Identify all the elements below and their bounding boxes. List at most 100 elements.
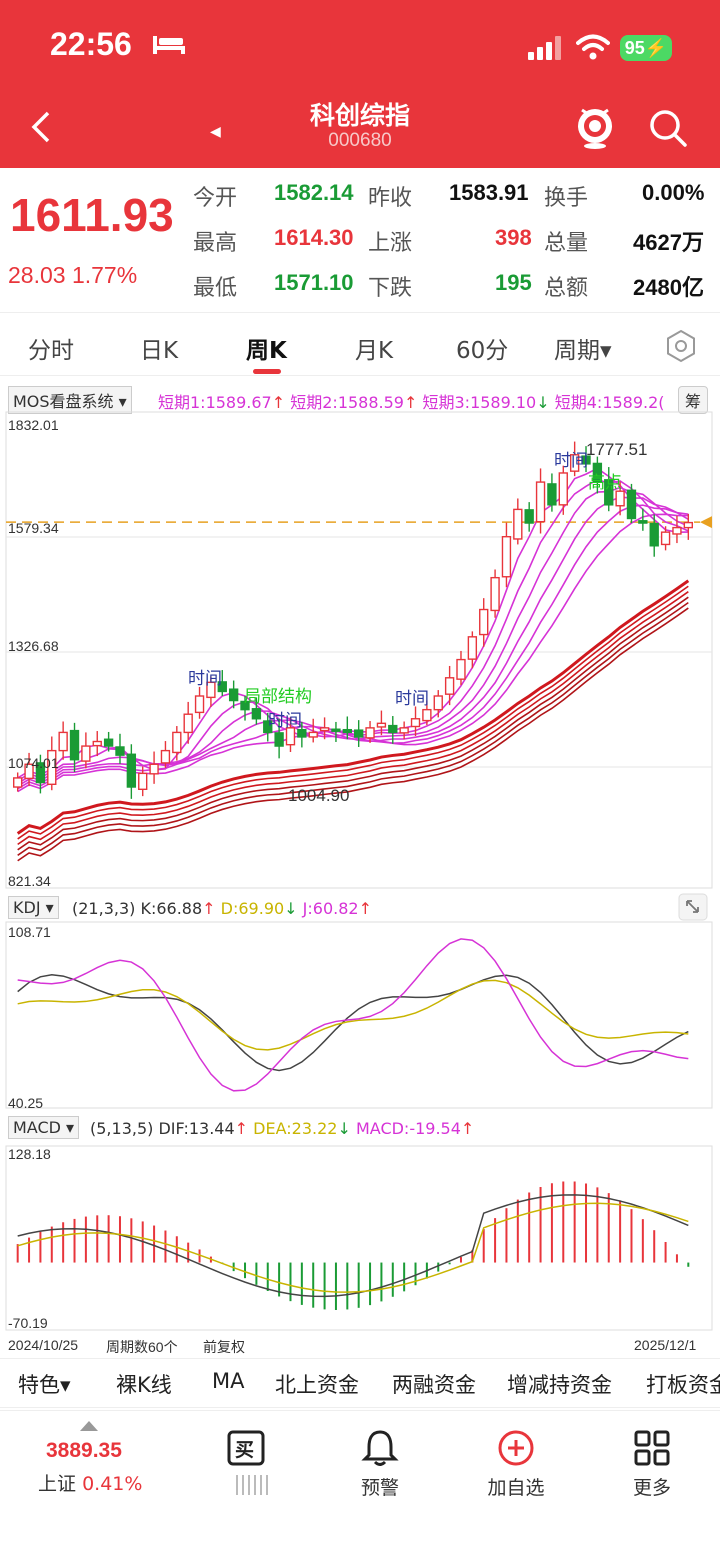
search-icon[interactable] xyxy=(648,108,688,148)
feature-ma[interactable]: MA xyxy=(212,1369,245,1393)
back-arrow-icon[interactable] xyxy=(28,110,54,144)
y-axis-bottom: 821.34 xyxy=(8,873,51,889)
candle-body xyxy=(376,722,387,728)
quote-declines: 下跌 xyxy=(368,276,413,301)
y-axis-mid2: 1326.68 xyxy=(8,638,59,654)
time-label-3: 时间 xyxy=(395,689,429,708)
quote-turnover-value: 0.00% xyxy=(642,180,705,205)
active-tab-indicator xyxy=(253,369,281,374)
quote-open: 今开 xyxy=(193,186,238,211)
low-value-label: 1004.90 xyxy=(288,786,350,805)
shanghai-index-change[interactable]: 上证 0.41% xyxy=(38,1473,143,1495)
candle-body xyxy=(160,749,171,764)
quote-declines-value: 195 xyxy=(495,270,532,295)
macd-legend: (5,13,5) DIF:13.44↑ DEA:23.22↓ MACD:-19.… xyxy=(90,1119,475,1138)
add-watchlist-icon[interactable] xyxy=(496,1429,536,1467)
tab-intraday[interactable]: 分时 xyxy=(28,338,74,364)
feature-holdings-change[interactable]: 增减持资金 xyxy=(507,1373,612,1397)
local-structure-label: 局部结构 xyxy=(244,687,312,706)
quote-low-value: 1571.10 xyxy=(274,270,354,295)
feature-northbound[interactable]: 北上资金 xyxy=(275,1373,359,1397)
candle-body xyxy=(388,724,398,734)
chip-button[interactable]: 筹 xyxy=(678,386,708,414)
candle-body xyxy=(433,695,443,711)
candle-body xyxy=(501,536,512,578)
candle-body xyxy=(558,472,568,506)
candle-body xyxy=(217,681,227,693)
nav-more[interactable]: 更多 xyxy=(632,1477,671,1499)
buy-icon[interactable] xyxy=(226,1429,266,1467)
shanghai-index-price[interactable]: 3889.35 xyxy=(46,1439,122,1462)
mascot-icon[interactable] xyxy=(574,104,616,150)
quote-low: 最低 xyxy=(193,276,238,301)
candle-body xyxy=(638,520,648,524)
macd-axis-top: 128.18 xyxy=(8,1146,51,1162)
long-ma-line xyxy=(16,579,690,835)
candle-body xyxy=(547,483,557,506)
long-ma-line xyxy=(17,585,689,840)
previous-stock-arrow-icon[interactable]: ◀ xyxy=(210,124,221,140)
indicator-system-selector[interactable]: MOS看盘系统 ▾ xyxy=(8,386,132,414)
tab-60min[interactable]: 60分 xyxy=(456,338,509,364)
more-grid-icon[interactable] xyxy=(632,1429,672,1467)
tab-daily[interactable]: 日K xyxy=(140,338,179,364)
quote-volume: 总量 xyxy=(544,231,589,256)
tab-period-dropdown[interactable]: 周期▾ xyxy=(554,338,612,364)
candle-body xyxy=(649,522,659,547)
candle-body xyxy=(81,745,91,762)
nav-add-watchlist[interactable]: 加自选 xyxy=(487,1477,545,1499)
candlestick-chart[interactable] xyxy=(0,0,720,1358)
bell-icon[interactable] xyxy=(360,1429,400,1467)
ma-short-1: 短期1:1589.67 xyxy=(158,393,272,412)
time-label-1: 时间 xyxy=(188,669,222,688)
x-axis-end: 2025/12/1 xyxy=(634,1337,697,1353)
candle-body xyxy=(365,727,375,739)
buy-label[interactable]: 买 xyxy=(235,1439,255,1461)
panel-frame xyxy=(5,411,713,889)
period-count: 周期数60个 xyxy=(106,1339,178,1355)
feature-limit-up[interactable]: 打板资金 xyxy=(646,1373,720,1397)
quote-amount: 总额 xyxy=(544,276,589,301)
header: ◀ 科创综指 000680 xyxy=(0,90,720,168)
candle-body xyxy=(69,729,80,761)
feature-bar: 特色▾ 裸K线 MA 北上资金 两融资金 增减持资金 打板资金 xyxy=(0,1358,720,1408)
macd-selector[interactable]: MACD ▾ xyxy=(8,1116,80,1139)
candle-body xyxy=(660,531,671,546)
short-ma-line xyxy=(17,467,689,779)
quote-prev-close-value: 1583.91 xyxy=(449,180,529,205)
high-value-label: 1777.51 xyxy=(586,440,648,459)
tab-monthly[interactable]: 月K xyxy=(355,338,394,364)
candle-body xyxy=(422,708,432,722)
candle-body xyxy=(683,521,693,529)
bottom-nav: 3889.35 上证 0.41% 买 预警 加自选 更多 xyxy=(0,1410,720,1558)
settings-hexagon-icon[interactable] xyxy=(664,329,698,363)
macd-dea-line xyxy=(17,1202,689,1293)
expand-icon[interactable] xyxy=(678,893,708,921)
quote-high: 最高 xyxy=(193,231,238,256)
candle-body xyxy=(274,732,284,747)
candle-body xyxy=(626,489,637,520)
candle-body xyxy=(285,727,296,746)
long-ma-line xyxy=(17,607,689,862)
candle-body xyxy=(172,731,182,754)
feature-special[interactable]: 特色▾ xyxy=(18,1373,71,1397)
candle-body xyxy=(24,763,34,780)
ma-short-3: 短期3:1589.10 xyxy=(422,393,537,412)
kdj-selector[interactable]: KDJ ▾ xyxy=(8,896,59,919)
candle-body xyxy=(126,753,137,788)
candle-body xyxy=(615,490,625,507)
candle-body xyxy=(149,763,159,775)
x-axis-start: 2024/10/25 xyxy=(8,1337,79,1353)
nav-alert[interactable]: 预警 xyxy=(360,1477,399,1499)
feature-margin[interactable]: 两融资金 xyxy=(392,1373,476,1397)
kdj-legend: (21,3,3) K:66.88↑ D:69.90↓ J:60.82↑ xyxy=(72,899,372,918)
feature-naked-k[interactable]: 裸K线 xyxy=(116,1373,172,1397)
adjust-mode: 前复权 xyxy=(203,1339,245,1355)
candle-body xyxy=(103,738,114,747)
candle-body xyxy=(604,479,614,506)
cellular-signal-icon xyxy=(528,36,561,60)
tab-weekly[interactable]: 周K xyxy=(246,338,287,364)
candle-body xyxy=(35,762,46,784)
quote-high-value: 1614.30 xyxy=(274,225,354,250)
quote-advances-value: 398 xyxy=(495,225,532,250)
